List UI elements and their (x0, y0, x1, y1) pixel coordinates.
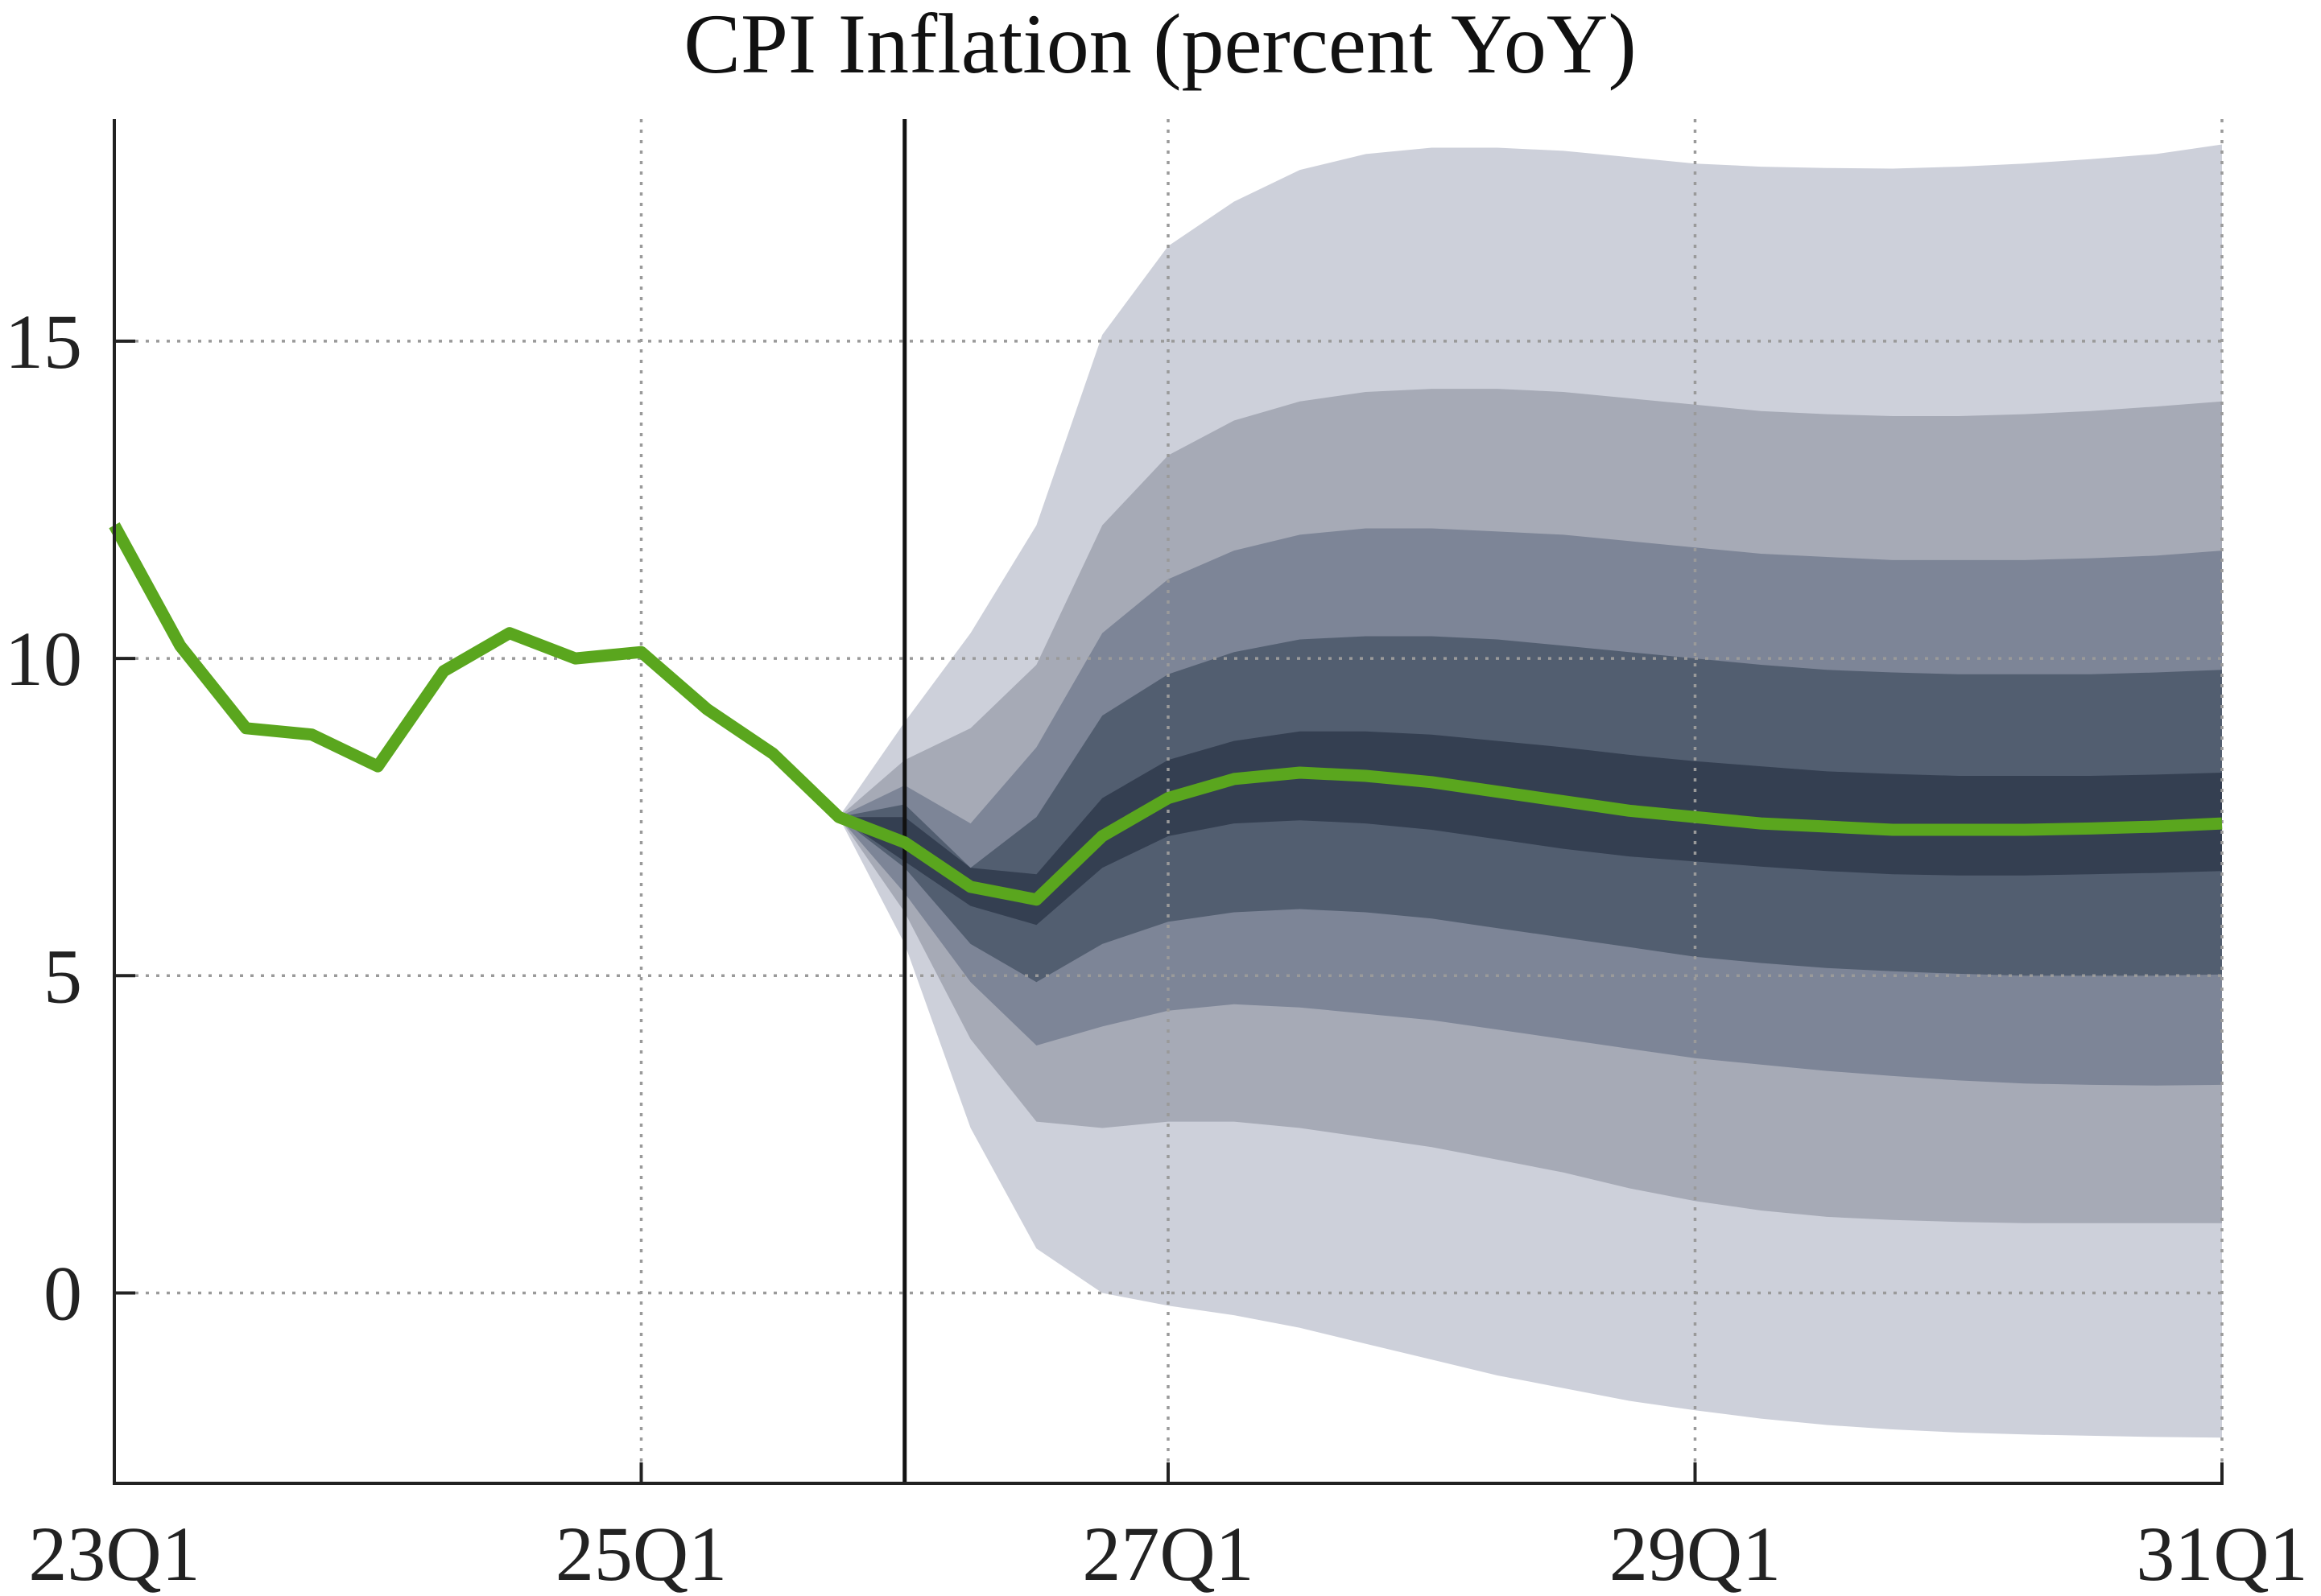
x-tick-label-29Q1: 29Q1 (1609, 1511, 1781, 1596)
x-tick-label-31Q1: 31Q1 (2136, 1511, 2307, 1596)
y-tick-label-15: 15 (5, 299, 82, 385)
y-tick-label-0: 0 (43, 1250, 82, 1336)
fan-band-5 (838, 731, 2222, 926)
y-tick-label-5: 5 (43, 933, 82, 1019)
x-tick-label-25Q1: 25Q1 (555, 1511, 727, 1596)
data-series (109, 522, 2223, 906)
axes (113, 119, 2224, 1485)
y-tick-label-10: 10 (5, 616, 82, 702)
x-tick-label-27Q1: 27Q1 (1082, 1511, 1253, 1596)
chart-title: CPI Inflation (percent YoY) (683, 0, 1637, 91)
series-line-cpi-inflation (109, 522, 2223, 906)
fan-bands (838, 144, 2222, 1438)
x-tick-label-23Q1: 23Q1 (28, 1511, 200, 1596)
tick-labels: 0 5 10 15 23Q1 25Q1 27Q1 29Q1 31Q1 (5, 299, 2308, 1596)
